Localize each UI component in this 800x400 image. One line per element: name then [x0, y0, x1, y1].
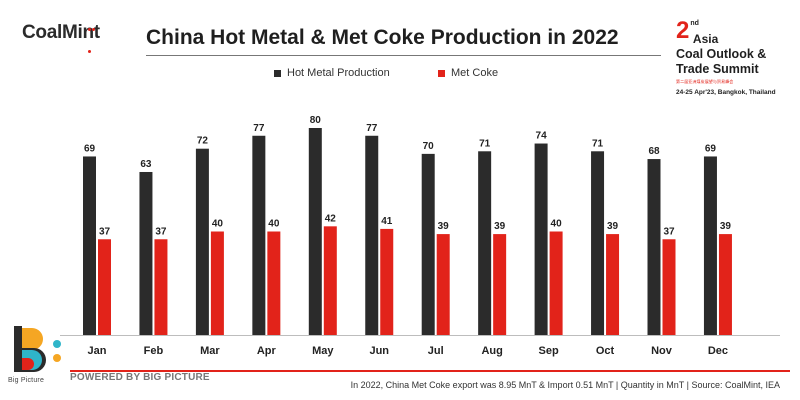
- data-label-hot-metal-production-jun: 77: [366, 123, 378, 134]
- bar-met-coke-jan: [98, 239, 111, 335]
- bar-met-coke-sep: [549, 231, 563, 335]
- event-name-line2: Trade Summit: [676, 62, 759, 76]
- bar-hot-metal-production-may: [308, 128, 322, 335]
- data-label-met-coke-mar: 40: [212, 219, 224, 230]
- coalmint-logo: CoalMint: [22, 22, 100, 53]
- legend-label-hot-metal: Hot Metal Production: [287, 67, 390, 79]
- legend-item-hot-metal: Hot Metal Production: [274, 67, 390, 79]
- legend-swatch-hot-metal: [274, 69, 281, 77]
- data-label-hot-metal-production-apr: 77: [253, 123, 265, 134]
- bar-met-coke-nov: [662, 239, 676, 335]
- x-tick-label-jun: Jun: [369, 345, 389, 357]
- x-tick-label-apr: Apr: [257, 345, 277, 357]
- data-label-met-coke-may: 42: [325, 213, 337, 224]
- data-label-met-coke-apr: 40: [268, 219, 280, 230]
- event-number: 2: [676, 17, 690, 44]
- big-picture-logo-icon: [14, 326, 61, 372]
- bar-hot-metal-production-jun: [365, 135, 379, 335]
- x-tick-label-jan: Jan: [88, 345, 107, 357]
- event-date-location: 24-25 Apr'23, Bangkok, Thailand: [676, 89, 776, 96]
- bar-met-coke-jul: [436, 234, 450, 335]
- x-tick-label-dec: Dec: [708, 345, 728, 357]
- x-tick-label-may: May: [312, 345, 334, 357]
- data-label-hot-metal-production-sep: 74: [536, 131, 548, 142]
- data-label-hot-metal-production-jul: 70: [423, 141, 435, 152]
- bar-met-coke-oct: [606, 234, 620, 335]
- data-label-met-coke-dec: 39: [720, 221, 732, 232]
- event-region: Asia: [692, 32, 719, 46]
- x-tick-label-jul: Jul: [428, 345, 444, 357]
- bar-hot-metal-production-mar: [195, 148, 209, 335]
- data-label-hot-metal-production-nov: 68: [648, 146, 660, 157]
- legend-swatch-met-coke: [438, 69, 445, 77]
- x-tick-label-mar: Mar: [200, 345, 220, 357]
- data-label-met-coke-jun: 41: [381, 216, 393, 227]
- bar-met-coke-mar: [210, 231, 224, 335]
- logo-dots-icon: [88, 15, 100, 59]
- data-label-hot-metal-production-oct: 71: [592, 138, 604, 149]
- powered-by-text: POWERED BY BIG PICTURE: [70, 372, 210, 383]
- title-underline: [146, 55, 661, 56]
- data-label-met-coke-jan: 37: [99, 226, 111, 237]
- legend-label-met-coke: Met Coke: [451, 67, 499, 79]
- data-label-met-coke-nov: 37: [663, 226, 675, 237]
- event-badge: 2nd Asia Coal Outlook & Trade Summit 第二届亚…: [676, 17, 796, 97]
- x-tick-label-sep: Sep: [539, 345, 559, 357]
- data-label-hot-metal-production-jan: 69: [84, 143, 96, 154]
- logo-text: CoalMint: [22, 22, 100, 43]
- data-label-hot-metal-production-aug: 71: [479, 138, 491, 149]
- bar-hot-metal-production-jul: [421, 153, 435, 335]
- bar-met-coke-apr: [267, 231, 281, 335]
- footer-divider: [70, 370, 790, 372]
- event-superscript: nd: [690, 20, 699, 27]
- chart-title: China Hot Metal & Met Coke Production in…: [146, 26, 619, 49]
- bar-hot-metal-production-apr: [252, 135, 266, 335]
- bar-hot-metal-production-sep: [534, 143, 548, 335]
- bar-met-coke-may: [323, 226, 337, 335]
- x-tick-label-nov: Nov: [651, 345, 673, 357]
- legend-item-met-coke: Met Coke: [438, 67, 498, 79]
- data-label-hot-metal-production-mar: 72: [197, 136, 209, 147]
- data-label-met-coke-oct: 39: [607, 221, 619, 232]
- x-tick-label-feb: Feb: [144, 345, 164, 357]
- x-tick-label-aug: Aug: [481, 345, 502, 357]
- bar-hot-metal-production-oct: [591, 151, 605, 335]
- bar-hot-metal-production-feb: [139, 171, 153, 335]
- bar-met-coke-jun: [380, 228, 394, 335]
- bar-hot-metal-production-nov: [647, 159, 661, 335]
- event-subtitle: 第二届亚洲煤炭展望与贸易峰会: [676, 79, 734, 84]
- bar-hot-metal-production-dec: [703, 156, 717, 335]
- data-label-met-coke-jul: 39: [438, 221, 450, 232]
- bar-hot-metal-production-jan: [83, 156, 96, 335]
- bar-met-coke-feb: [154, 239, 168, 335]
- bar-met-coke-aug: [493, 234, 507, 335]
- x-tick-label-oct: Oct: [596, 345, 615, 357]
- data-label-met-coke-sep: 40: [551, 219, 563, 230]
- data-label-met-coke-aug: 39: [494, 221, 506, 232]
- event-name-line1: Coal Outlook &: [676, 47, 767, 61]
- data-label-hot-metal-production-feb: 63: [140, 159, 152, 170]
- bar-hot-metal-production-aug: [478, 151, 492, 335]
- data-label-hot-metal-production-may: 80: [310, 115, 322, 126]
- source-footnote: In 2022, China Met Coke export was 8.95 …: [350, 380, 780, 390]
- big-picture-label: Big Picture: [8, 377, 45, 384]
- data-label-met-coke-feb: 37: [155, 226, 167, 237]
- bar-met-coke-dec: [718, 234, 732, 335]
- data-label-hot-metal-production-dec: 69: [705, 143, 717, 154]
